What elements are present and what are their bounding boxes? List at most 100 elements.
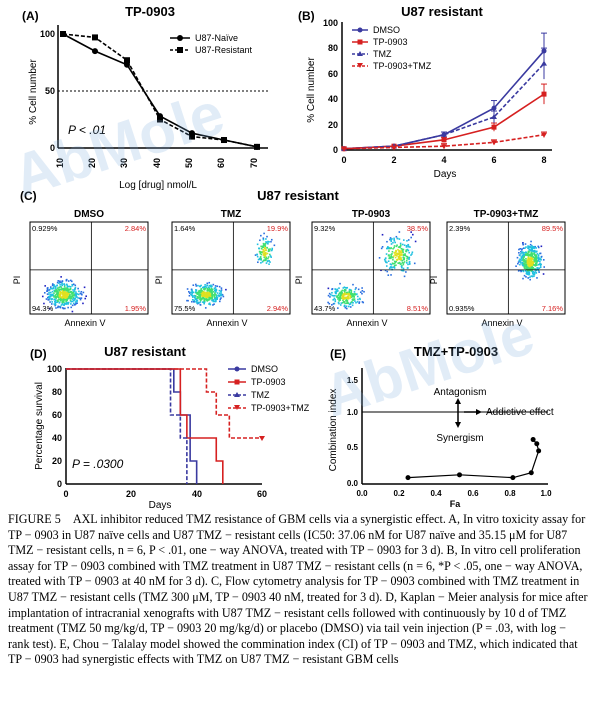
event-dot: [331, 288, 334, 290]
event-dot: [523, 274, 526, 277]
panel-d-xtick: 20: [126, 489, 136, 499]
event-dot: [67, 301, 70, 304]
event-dot: [533, 271, 536, 274]
event-dot: [402, 239, 405, 241]
event-dot: [526, 254, 529, 257]
event-dot: [520, 252, 522, 255]
event-dot: [531, 252, 533, 254]
event-dot: [61, 280, 64, 282]
event-dot: [338, 292, 341, 295]
panel-d-ytick: 40: [52, 433, 62, 443]
event-dot: [361, 287, 363, 289]
event-dot: [268, 250, 271, 252]
data-point: [341, 146, 347, 152]
event-dot: [346, 299, 349, 302]
event-dot: [196, 299, 199, 302]
event-dot: [340, 290, 343, 293]
event-dot: [524, 261, 526, 264]
panel-d-plot: [66, 368, 265, 484]
event-dot: [220, 289, 223, 291]
event-dot: [55, 287, 57, 289]
event-dot: [390, 247, 392, 249]
event-dot: [395, 235, 398, 238]
event-dot: [518, 252, 520, 254]
flow-plot-dmso: DMSO 0.929% 2.84% 94.3% 1.95% Annexin V PI: [12, 209, 149, 328]
event-dot: [198, 298, 201, 300]
event-dot: [201, 286, 204, 289]
event-dot: [190, 291, 192, 294]
event-dot: [262, 250, 265, 253]
event-dot: [525, 263, 527, 266]
event-dot: [65, 300, 67, 303]
event-dot: [394, 253, 396, 256]
panel-b-plot: [341, 32, 547, 152]
event-dot: [65, 303, 67, 305]
event-dot: [345, 307, 348, 310]
event-dot: [191, 298, 194, 301]
event-dot: [260, 251, 263, 254]
event-dot: [522, 256, 525, 259]
event-dot: [203, 299, 206, 302]
event-dot: [48, 297, 51, 300]
event-dot: [392, 255, 395, 258]
event-dot: [535, 255, 538, 258]
event-dot: [344, 306, 347, 309]
event-dot: [266, 235, 268, 238]
flow-cytometry-plots: DMSO 0.929% 2.84% 94.3% 1.95% Annexin V PI TMZ 1…: [12, 209, 566, 328]
quadrant-lr: 7.16%: [542, 304, 564, 313]
panel-a-ytick: 50: [45, 86, 55, 96]
event-dot: [208, 296, 211, 299]
event-dot: [350, 292, 352, 294]
event-dot: [211, 291, 213, 294]
caption-label: FIGURE 5: [8, 512, 61, 526]
event-dot: [74, 286, 77, 289]
panel-c-title: U87 resistant: [257, 188, 339, 203]
event-dot: [48, 289, 50, 291]
event-dot: [393, 264, 396, 267]
event-dot: [77, 293, 80, 296]
event-dot: [51, 290, 54, 293]
event-dot: [540, 255, 543, 258]
event-dot: [51, 283, 54, 285]
event-dot: [346, 293, 348, 295]
event-dot: [535, 264, 538, 266]
event-dot: [388, 254, 390, 257]
event-dot: [407, 243, 409, 246]
event-dot: [46, 287, 49, 290]
event-dot: [355, 287, 357, 289]
event-dot: [264, 253, 267, 255]
event-dot: [257, 258, 260, 261]
event-dot: [195, 285, 198, 287]
event-dot: [198, 289, 201, 292]
quadrant-ur: 38.5%: [407, 224, 429, 233]
event-dot: [530, 262, 533, 265]
event-dot: [521, 257, 523, 259]
event-dot: [392, 258, 394, 261]
event-dot: [196, 295, 199, 298]
event-dot: [219, 294, 221, 297]
event-dot: [203, 301, 205, 304]
event-dot: [51, 298, 53, 300]
event-dot: [526, 266, 529, 269]
event-dot: [527, 272, 530, 274]
event-dot: [357, 298, 359, 301]
panel-d-xtick: 60: [257, 489, 267, 499]
event-dot: [71, 310, 74, 313]
event-dot: [521, 255, 524, 257]
event-dot: [344, 302, 346, 305]
event-dot: [76, 299, 78, 302]
event-dot: [402, 269, 405, 272]
event-dot: [527, 267, 529, 270]
event-dot: [534, 270, 537, 272]
event-dot: [337, 294, 340, 297]
event-dot: [391, 250, 394, 253]
event-dot: [399, 244, 402, 246]
event-dot: [397, 246, 400, 248]
event-dot: [49, 286, 52, 288]
event-dot: [47, 296, 49, 299]
legend-label: TMZ: [373, 49, 392, 59]
event-dot: [540, 263, 542, 266]
event-dot: [47, 295, 50, 298]
panel-a-xtick: 50: [184, 158, 194, 168]
data-point: [441, 137, 447, 143]
